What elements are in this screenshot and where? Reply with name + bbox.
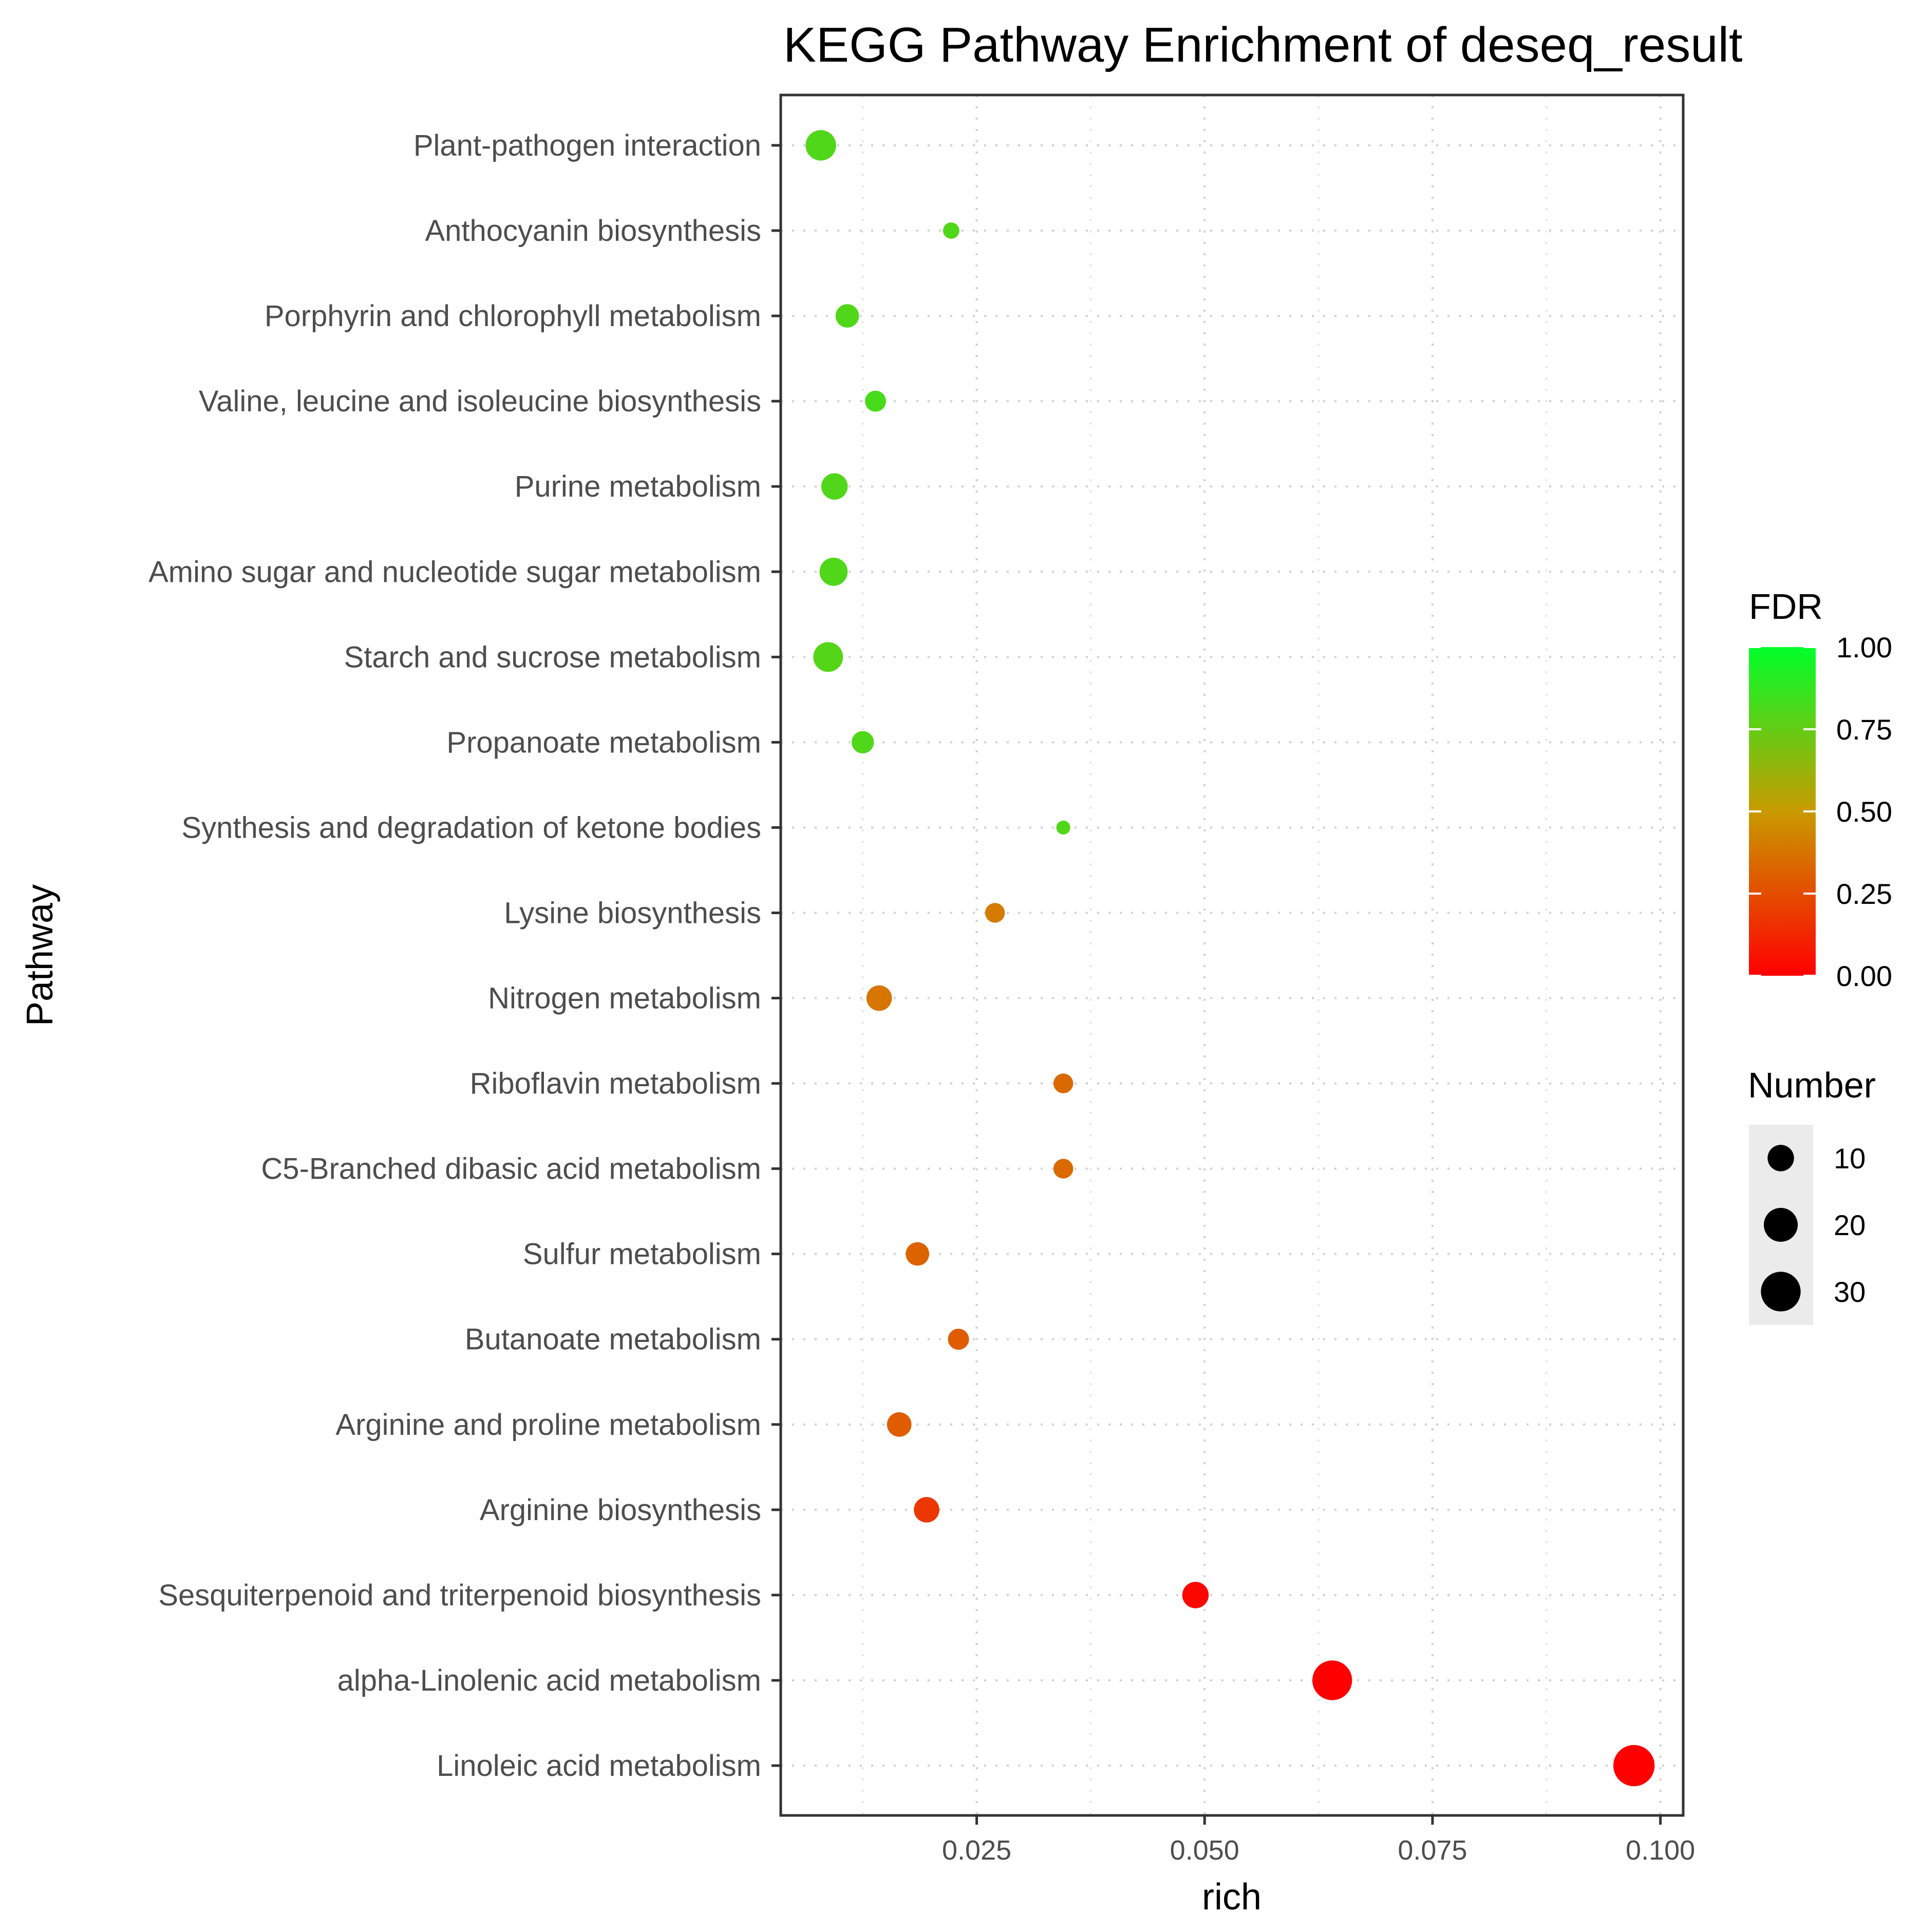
y-tick-label: Butanoate metabolism — [465, 1323, 761, 1356]
data-point — [906, 1242, 930, 1266]
fdr-tick-label: 0.00 — [1836, 960, 1892, 992]
x-tick-label: 0.025 — [942, 1835, 1011, 1866]
data-point — [1182, 1582, 1209, 1608]
data-point — [943, 222, 959, 239]
x-tick-label: 0.075 — [1398, 1835, 1467, 1866]
y-tick-label: C5-Branched dibasic acid metabolism — [261, 1152, 761, 1186]
data-point — [821, 473, 848, 500]
data-point — [914, 1497, 939, 1523]
x-axis: 0.025 0.050 0.075 0.100 — [942, 1815, 1695, 1866]
number-legend-keys: 10 20 30 — [1749, 1125, 1866, 1325]
y-tick-label: Linoleic acid metabolism — [437, 1749, 761, 1783]
data-point — [865, 390, 887, 412]
data-point — [948, 1329, 969, 1350]
y-tick-label: Plant-pathogen interaction — [413, 129, 761, 162]
fdr-legend-title: FDR — [1749, 586, 1823, 627]
data-point — [887, 1412, 912, 1437]
y-tick-label: Purine metabolism — [515, 470, 761, 503]
y-tick-label: Nitrogen metabolism — [488, 982, 761, 1015]
data-point — [1056, 820, 1070, 835]
data-points — [805, 130, 1655, 1787]
y-axis: Plant-pathogen interaction Anthocyanin bi… — [148, 129, 781, 1783]
y-tick-label: Valine, leucine and isoleucine biosynthe… — [199, 385, 761, 418]
fdr-tick-label: 1.00 — [1836, 631, 1892, 664]
number-legend-label: 10 — [1834, 1142, 1866, 1175]
data-point — [866, 985, 892, 1011]
y-tick-label: Arginine and proline metabolism — [335, 1408, 761, 1442]
fdr-legend: FDR 1.00 0.75 0.50 0.25 0.00 — [1749, 586, 1892, 992]
number-legend-key-dot — [1763, 1207, 1798, 1242]
y-tick-label: Propanoate metabolism — [446, 726, 761, 759]
data-point — [1613, 1745, 1655, 1787]
y-tick-label: Starch and sucrose metabolism — [344, 640, 761, 674]
number-legend-label: 30 — [1834, 1276, 1866, 1308]
x-tick-label: 0.050 — [1170, 1835, 1239, 1866]
fdr-tick-label: 0.50 — [1836, 795, 1892, 828]
x-axis-label: rich — [1202, 1877, 1261, 1918]
y-tick-label: alpha-Linolenic acid metabolism — [337, 1664, 761, 1697]
y-tick-label: Synthesis and degradation of ketone bodi… — [181, 811, 761, 844]
fdr-colorbar-ticks: 1.00 0.75 0.50 0.25 0.00 — [1749, 631, 1892, 992]
data-point — [852, 731, 874, 754]
y-tick-label: Arginine biosynthesis — [480, 1493, 761, 1527]
data-point — [1053, 1159, 1074, 1179]
data-point — [819, 557, 848, 586]
number-legend-key-dot — [1761, 1272, 1801, 1312]
y-tick-label: Riboflavin metabolism — [470, 1067, 761, 1101]
fdr-tick-label: 0.75 — [1836, 713, 1892, 746]
plot-area: Plant-pathogen interaction Anthocyanin bi… — [148, 93, 1695, 1866]
chart-title: KEGG Pathway Enrichment of deseq_result — [783, 17, 1743, 72]
y-tick-label: Sulfur metabolism — [523, 1238, 761, 1271]
gridlines — [781, 95, 1683, 1815]
data-point — [805, 130, 836, 161]
number-legend-key-dot — [1767, 1145, 1794, 1171]
data-point — [813, 642, 843, 672]
y-tick-label: Amino sugar and nucleotide sugar metabol… — [148, 555, 761, 589]
number-legend: Number 10 20 30 — [1748, 1065, 1876, 1325]
y-tick-label: Lysine biosynthesis — [504, 896, 761, 930]
data-point — [1053, 1073, 1074, 1093]
y-tick-label: Sesquiterpenoid and triterpenoid biosynt… — [158, 1579, 761, 1612]
y-tick-label: Anthocyanin biosynthesis — [425, 214, 761, 248]
data-point — [985, 903, 1005, 923]
data-point — [1312, 1660, 1352, 1700]
plot-border — [779, 93, 1685, 1817]
x-tick-label: 0.100 — [1626, 1835, 1695, 1866]
fdr-tick-label: 0.25 — [1836, 878, 1892, 910]
data-point — [835, 304, 859, 328]
y-tick-label: Porphyrin and chlorophyll metabolism — [265, 299, 761, 333]
number-legend-title: Number — [1748, 1065, 1876, 1105]
number-legend-label: 20 — [1834, 1209, 1866, 1241]
plot-panel — [781, 95, 1683, 1815]
y-axis-label: Pathway — [20, 884, 61, 1026]
